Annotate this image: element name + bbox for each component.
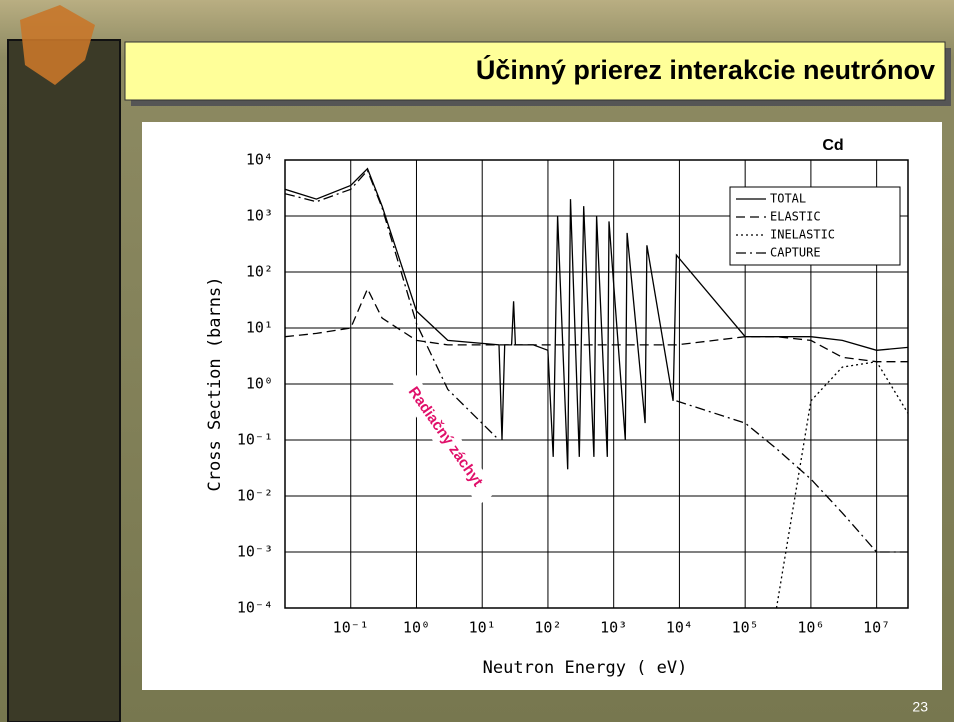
- y-tick-label: 10¹: [246, 319, 273, 337]
- y-tick-label: 10²: [246, 263, 273, 281]
- x-tick-label: 10⁻¹: [333, 619, 369, 637]
- left-band: [8, 40, 120, 722]
- x-tick-label: 10⁴: [666, 619, 693, 637]
- x-tick-label: 10⁰: [403, 619, 430, 637]
- legend-label: ELASTIC: [770, 210, 821, 224]
- y-tick-label: 10³: [246, 207, 273, 225]
- page-number: 23: [912, 699, 928, 715]
- y-tick-label: 10⁻¹: [237, 431, 273, 449]
- x-tick-label: 10¹: [469, 619, 496, 637]
- slide: Účinný prierez interakcie neutrónov 23 C…: [0, 0, 954, 722]
- x-tick-label: 10⁵: [732, 619, 759, 637]
- slide-title: Účinný prierez interakcie neutrónov: [476, 54, 935, 85]
- y-tick-label: 10⁻³: [237, 543, 273, 561]
- x-tick-label: 10³: [600, 619, 627, 637]
- y-axis-label: Cross Section (barns): [205, 277, 225, 492]
- y-tick-label: 10⁰: [246, 375, 273, 393]
- x-axis-label: Neutron Energy ( eV): [483, 658, 688, 678]
- y-tick-label: 10⁴: [246, 151, 273, 169]
- y-tick-label: 10⁻²: [237, 487, 273, 505]
- x-tick-label: 10⁷: [863, 619, 890, 637]
- chart-title: Cd: [822, 137, 843, 154]
- page: {"slide": {"title": "Účinný prierez inte…: [0, 0, 954, 722]
- legend-label: INELASTIC: [770, 228, 835, 242]
- x-tick-label: 10²: [534, 619, 561, 637]
- legend-label: TOTAL: [770, 192, 806, 206]
- y-tick-label: 10⁻⁴: [237, 599, 273, 617]
- legend-label: CAPTURE: [770, 246, 821, 260]
- x-tick-label: 10⁶: [797, 619, 824, 637]
